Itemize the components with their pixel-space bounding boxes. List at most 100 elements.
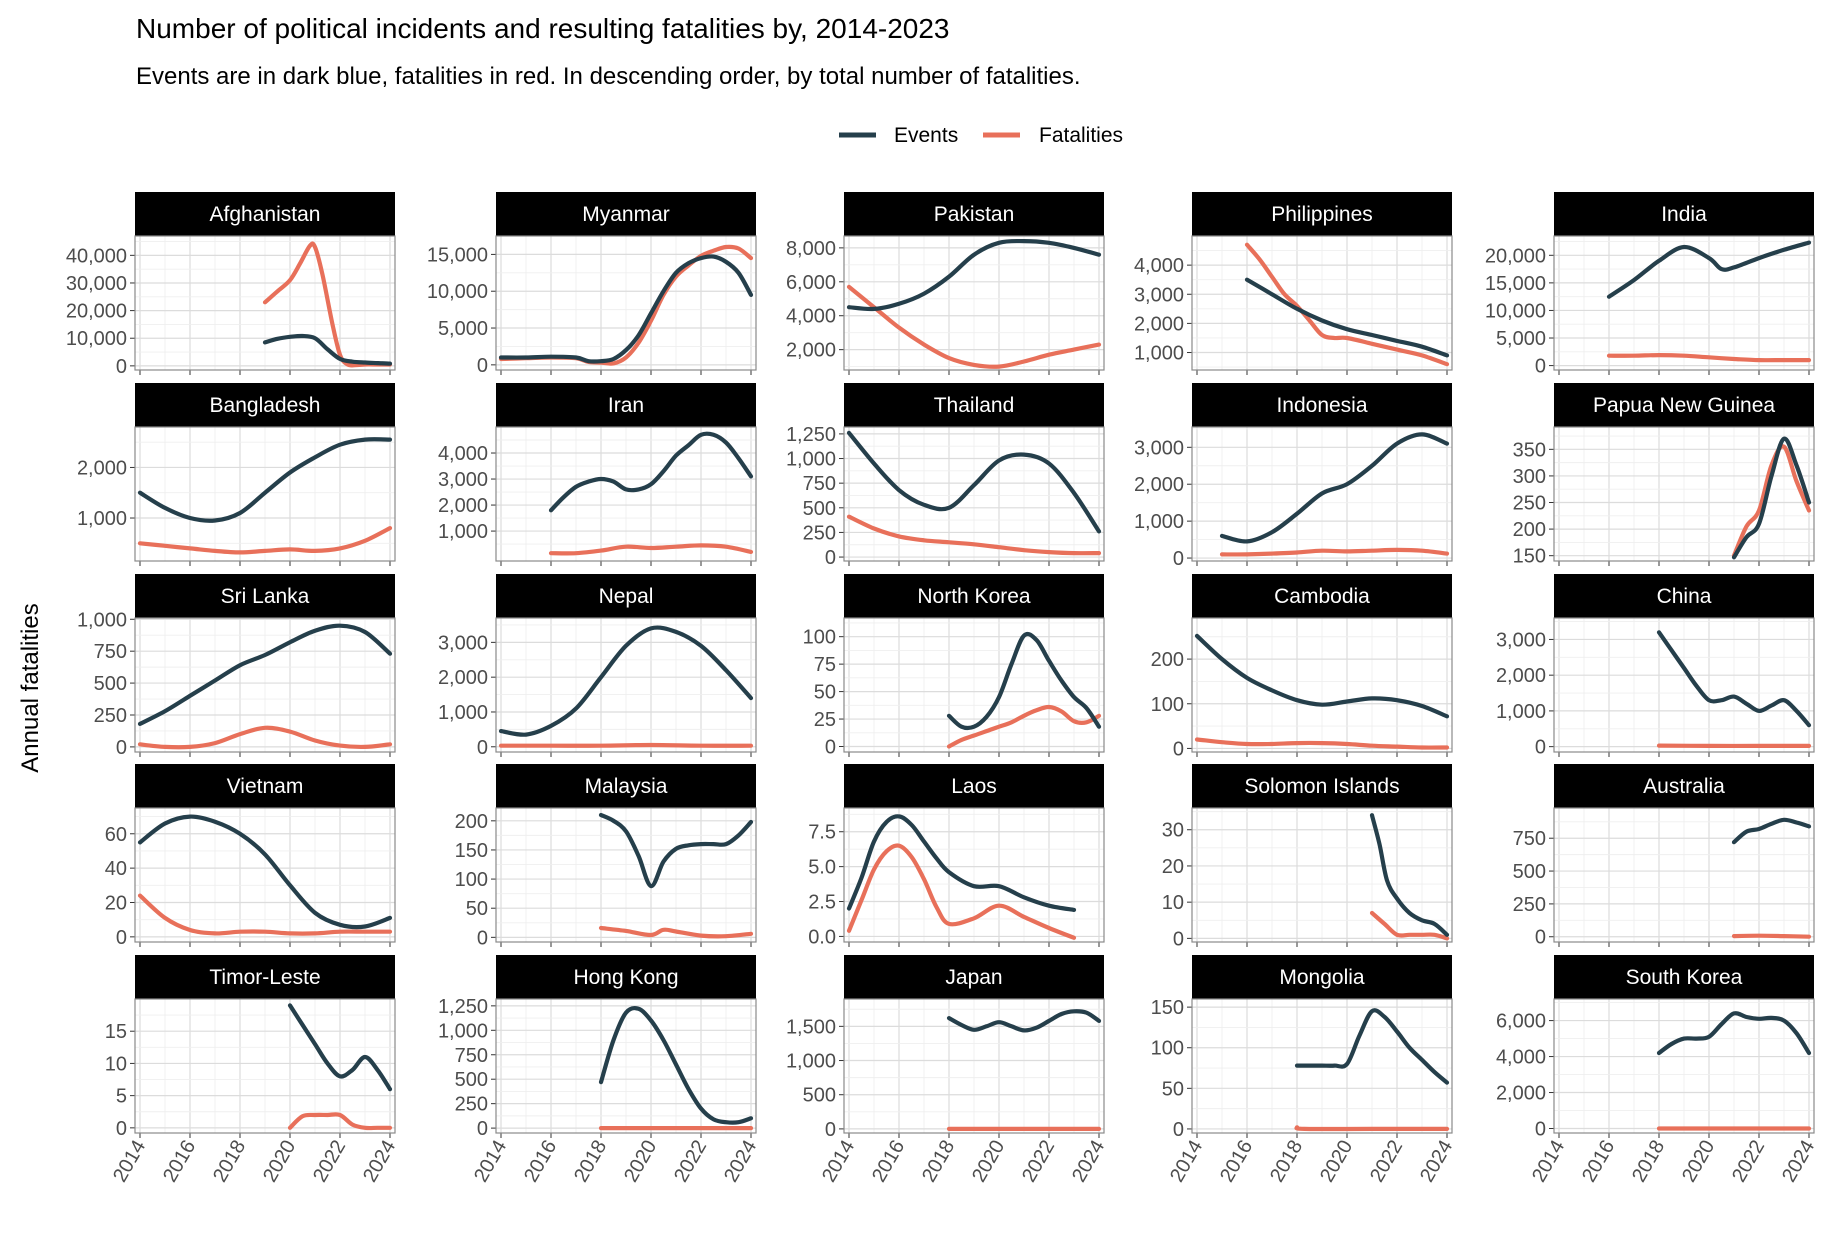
panel-strip <box>844 383 1104 427</box>
panel-grid <box>135 999 395 1133</box>
panel-vietnam: Vietnam 0 20 40 60 <box>105 764 396 949</box>
panel-strip-label: Papua New Guinea <box>1593 394 1775 417</box>
x-tick-label: 2020 <box>1678 1137 1719 1187</box>
panel-strip-label: Australia <box>1643 775 1725 798</box>
panel-border <box>134 426 396 562</box>
series-line-events <box>1294 1008 1450 1085</box>
y-tick-label: 25 <box>814 709 836 731</box>
x-tick-label: 2014 <box>818 1137 859 1187</box>
panel-strip <box>135 955 395 999</box>
y-tick-label: 10 <box>1162 892 1184 914</box>
panel-strip-label: Japan <box>945 966 1002 989</box>
x-tick-label: 2016 <box>520 1137 561 1187</box>
panel-strip <box>844 764 1104 808</box>
y-tick-label: 2,000 <box>786 340 836 362</box>
panel-strip <box>496 764 756 808</box>
y-tick-label: 0 <box>825 737 836 759</box>
y-tick-label: 1,000 <box>438 1020 488 1042</box>
x-tick-label: 2022 <box>1728 1137 1769 1187</box>
panel-australia: Australia 0 250 500 750 <box>1513 764 1815 949</box>
series-line-events <box>946 631 1102 731</box>
y-tick-label: 0 <box>477 1118 488 1140</box>
panel-border <box>1191 235 1453 371</box>
x-tick-label: 2016 <box>1578 1137 1619 1187</box>
panel-strip-label: China <box>1657 585 1712 608</box>
panel-philippines: Philippines 1,000 2,000 3,000 4,000 <box>1134 192 1453 375</box>
panel-strip-label: Cambodia <box>1274 585 1370 608</box>
series-line-events <box>1606 240 1812 299</box>
y-tick-label: 1,000 <box>786 449 836 471</box>
panel-strip <box>1192 764 1452 808</box>
series-line-fatalities <box>846 843 1077 940</box>
y-tick-label: 15,000 <box>427 244 488 266</box>
series-line-fatalities <box>137 893 393 936</box>
series-line-fatalities <box>1219 547 1450 557</box>
y-tick-label: 750 <box>455 1045 488 1067</box>
panel-border <box>1191 617 1453 753</box>
panel-border <box>134 807 396 943</box>
series-line-fatalities <box>137 725 393 750</box>
series-line-fatalities <box>498 742 754 748</box>
y-tick-label: 5 <box>116 1086 127 1108</box>
y-tick-label: 1,000 <box>77 508 127 530</box>
panel-indonesia: Indonesia 0 1,000 2,000 3,000 <box>1134 383 1453 570</box>
y-tick-label: 0 <box>1535 737 1546 759</box>
panel-border <box>1191 426 1453 562</box>
x-tick-label: 2016 <box>868 1137 909 1187</box>
panel-border <box>134 998 396 1134</box>
panel-strip <box>496 955 756 999</box>
y-tick-label: 4,000 <box>438 443 488 465</box>
panel-strip-label: Solomon Islands <box>1244 775 1399 798</box>
panel-border <box>843 617 1105 753</box>
y-tick-label: 500 <box>803 1085 836 1107</box>
panel-strip-label: Timor-Leste <box>209 966 320 989</box>
x-tick-label: 2014 <box>470 1137 511 1187</box>
series-line-fatalities <box>1244 242 1450 367</box>
panel-iran: Iran 1,000 2,000 3,000 4,000 <box>438 383 757 566</box>
panel-strip-label: Nepal <box>599 585 654 608</box>
series-line-events <box>846 814 1077 912</box>
y-tick-label: 250 <box>455 1094 488 1116</box>
series-line-fatalities <box>287 1112 393 1131</box>
x-tick-label: 2024 <box>1778 1137 1819 1187</box>
series-line-fatalities <box>1731 444 1812 558</box>
y-tick-label: 150 <box>1513 546 1546 568</box>
panel-grid <box>1192 999 1452 1133</box>
panel-strip-label: Malaysia <box>585 775 668 798</box>
chart-subtitle: Events are in dark blue, fatalities in r… <box>136 63 1081 90</box>
panel-laos: Laos 0.0 2.5 5.0 7.5 <box>808 764 1105 948</box>
panel-sri-lanka: Sri Lanka 0 250 500 750 1,000 <box>77 574 396 759</box>
y-tick-label: 50 <box>814 682 836 704</box>
y-tick-label: 200 <box>1513 519 1546 541</box>
panel-cambodia: Cambodia 0 100 200 <box>1151 574 1453 760</box>
y-tick-label: 100 <box>455 869 488 891</box>
y-tick-label: 20 <box>1162 856 1184 878</box>
panel-strip-label: Pakistan <box>934 203 1015 226</box>
series-line-events <box>1369 813 1450 937</box>
x-tick-label: 2020 <box>1316 1137 1357 1187</box>
x-tick-label: 2016 <box>159 1137 200 1187</box>
y-tick-label: 1,000 <box>1134 511 1184 533</box>
panel-strip <box>1554 383 1814 427</box>
y-tick-label: 0 <box>1173 548 1184 570</box>
panel-bangladesh: Bangladesh 1,000 2,000 <box>77 383 396 566</box>
panel-grid <box>844 618 1104 752</box>
y-tick-label: 500 <box>803 498 836 520</box>
panel-strip-label: Philippines <box>1271 203 1373 226</box>
panel-malaysia: Malaysia 0 50 100 150 200 <box>455 764 757 949</box>
y-tick-label: 2,000 <box>1134 474 1184 496</box>
series-line-fatalities <box>598 925 754 939</box>
panel-strip-label: Vietnam <box>227 775 304 798</box>
x-tick-label: 2018 <box>918 1137 959 1187</box>
series-line-events <box>1194 633 1450 719</box>
y-tick-label: 3,000 <box>1134 437 1184 459</box>
series-line-events <box>946 1009 1102 1033</box>
series-line-fatalities <box>846 514 1102 556</box>
panel-strip-label: Iran <box>608 394 644 417</box>
series-line-events <box>1656 1011 1812 1056</box>
y-tick-label: 500 <box>94 673 127 695</box>
series-line-fatalities <box>1731 933 1812 939</box>
series-line-fatalities <box>946 704 1102 749</box>
